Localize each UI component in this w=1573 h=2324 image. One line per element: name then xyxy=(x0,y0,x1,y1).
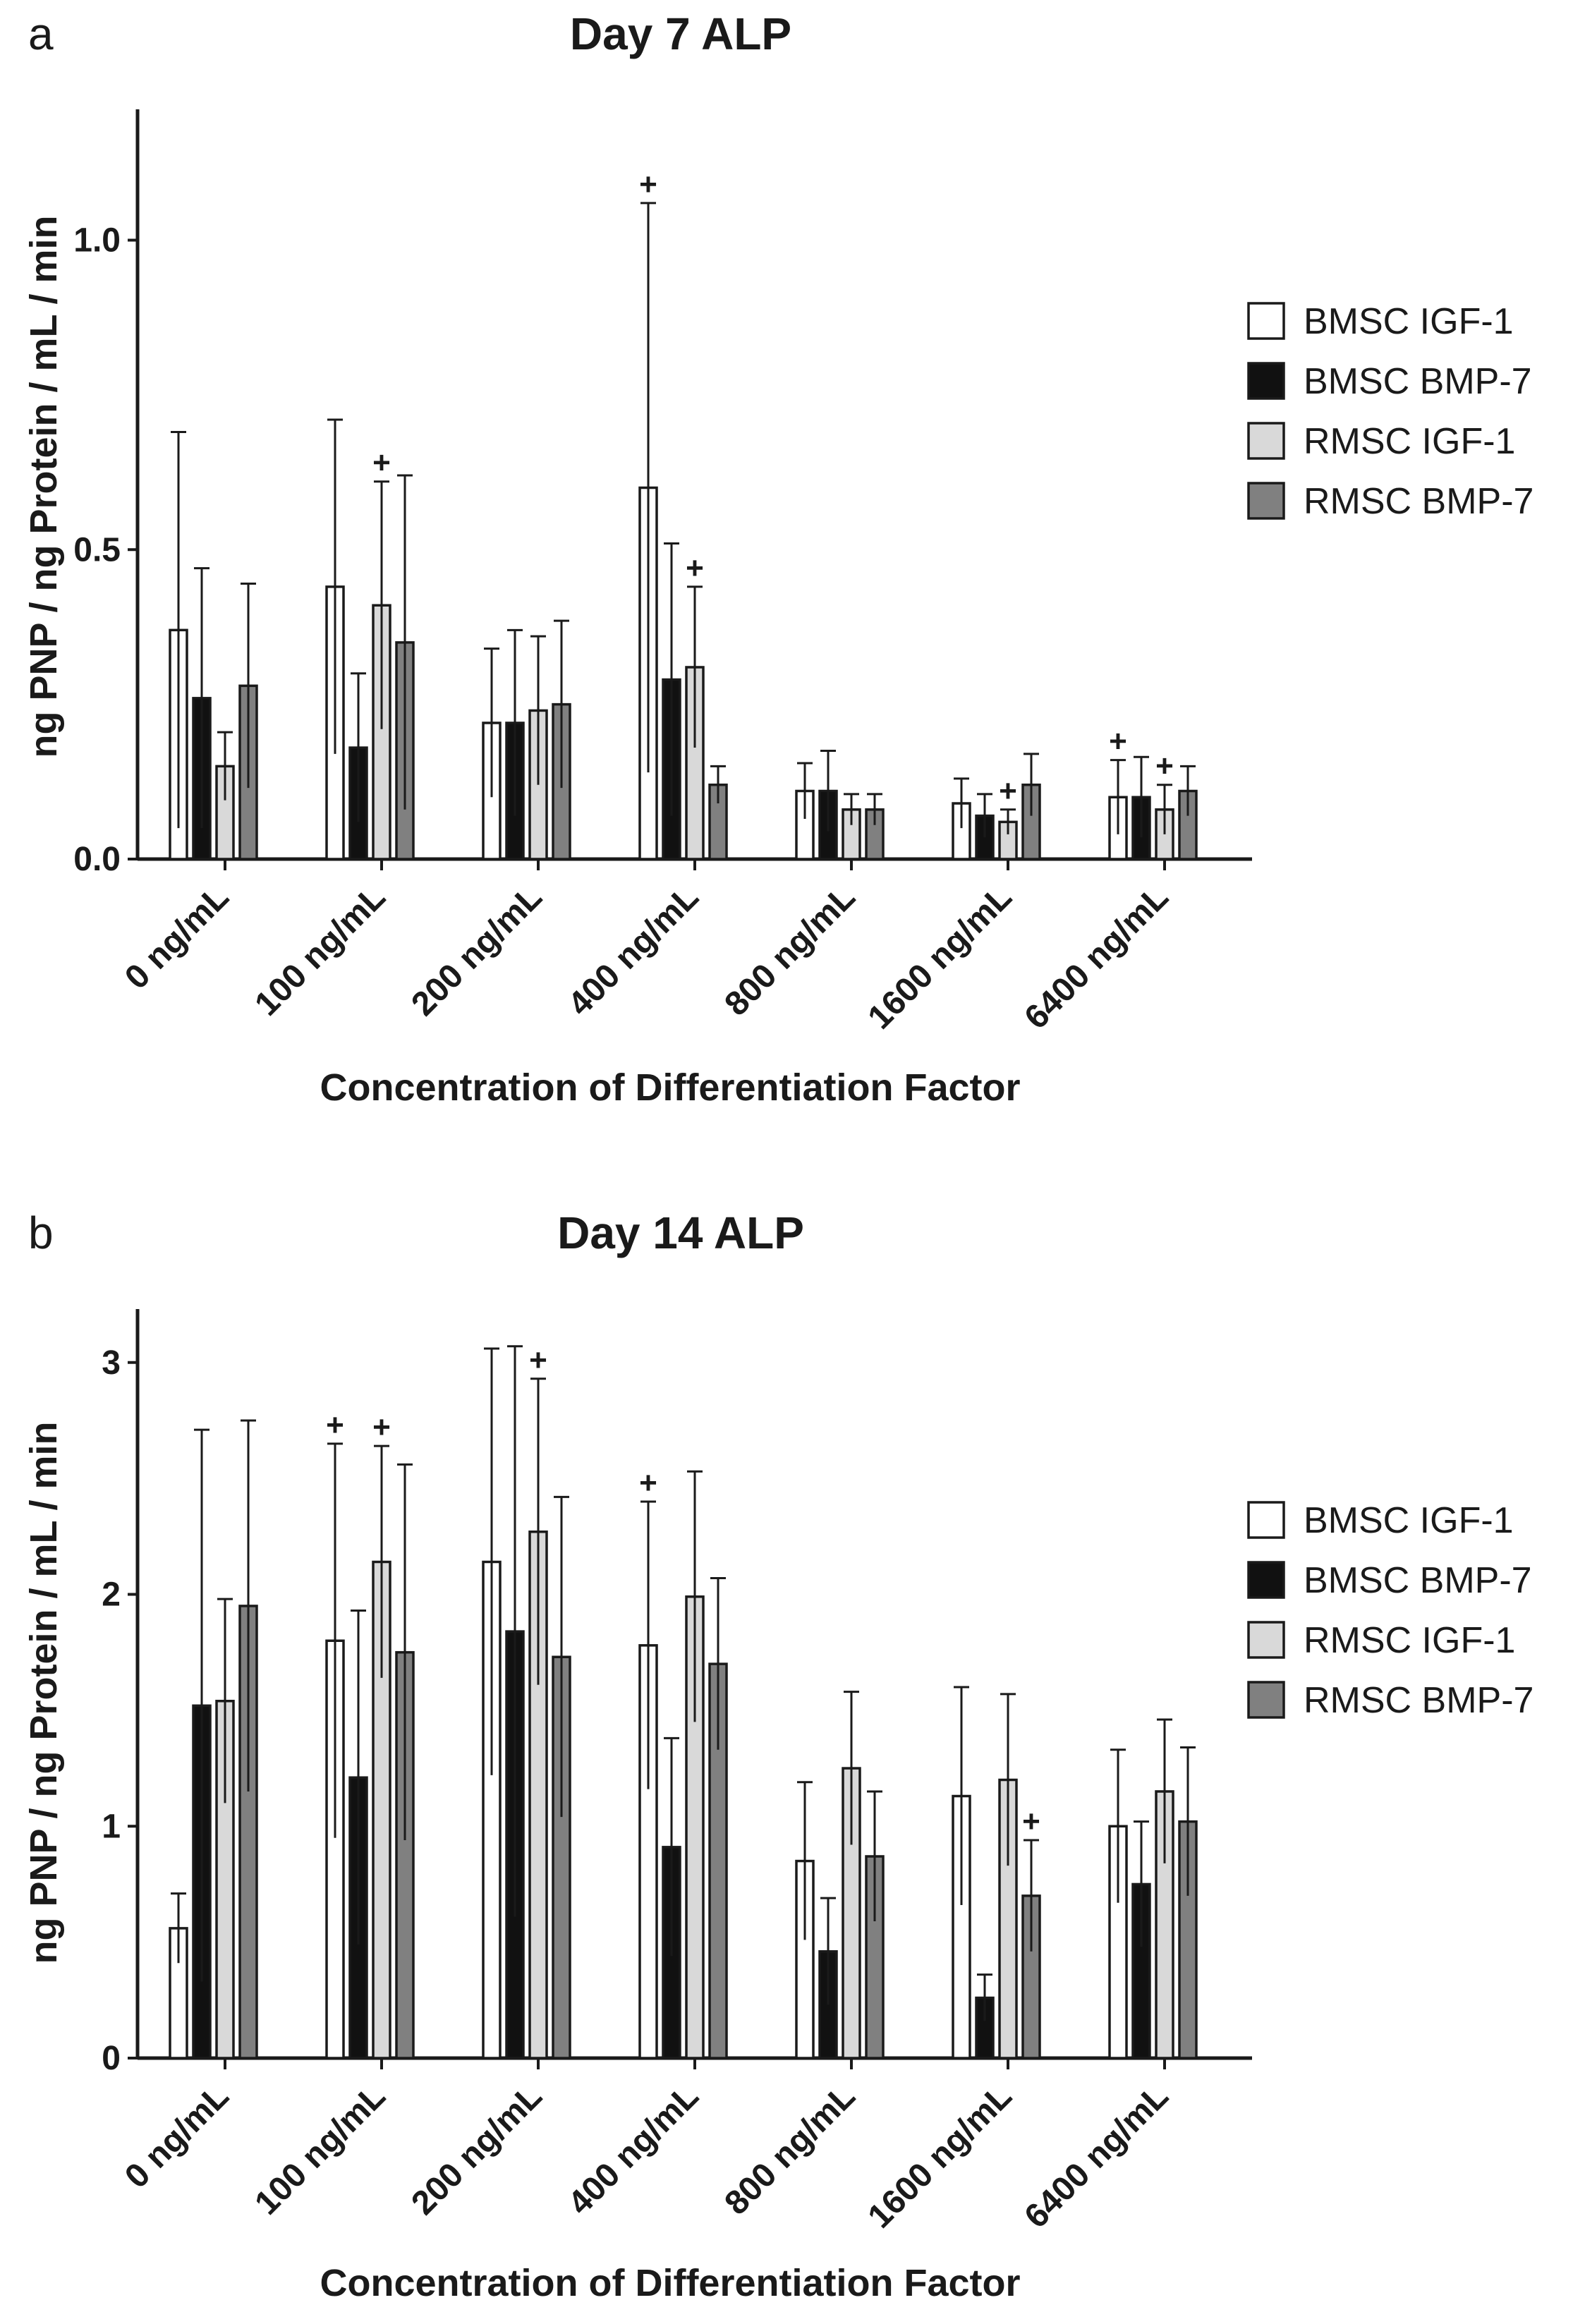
bar-rmsc-bmp-7-400-ng-ml xyxy=(708,783,728,860)
bar-rmsc-igf-1-400-ng-ml xyxy=(685,1595,705,2060)
x-tick-label-1600-ng-ml: 1600 ng/mL xyxy=(861,878,1019,1036)
x-axis-title: Concentration of Differentiation Factor xyxy=(320,1066,1020,1109)
x-tick-label-200-ng-ml: 200 ng/mL xyxy=(404,2077,549,2222)
y-tick-label: 3 xyxy=(102,1344,121,1382)
x-tick-label-6400-ng-ml: 6400 ng/mL xyxy=(1018,878,1176,1036)
chart-title: Day 14 ALP xyxy=(557,1207,804,1258)
significance-mark-bmsc-igf-1-6400-ng-ml: + xyxy=(1109,724,1127,759)
legend-label-bmsc-igf1: BMSC IGF-1 xyxy=(1304,1500,1514,1541)
x-tick-label-0-ng-ml: 0 ng/mL xyxy=(118,2077,236,2196)
y-axis-title: ng PNP / ng Protein / mL / min xyxy=(23,215,65,758)
chart-panel-b: b Day 14 ALP ng PNP / ng Protein / mL / … xyxy=(23,1207,1533,2304)
y-axis-title: ng PNP / ng Protein / mL / min xyxy=(23,1421,65,1964)
significance-mark-rmsc-igf-1-100-ng-ml: + xyxy=(372,446,391,480)
x-axis-title: Concentration of Differentiation Factor xyxy=(320,2262,1020,2304)
x-tick-label-400-ng-ml: 400 ng/mL xyxy=(561,878,705,1023)
x-tick-label-100-ng-ml: 100 ng/mL xyxy=(248,2077,392,2222)
x-tick-label-100-ng-ml: 100 ng/mL xyxy=(248,878,392,1023)
significance-mark-bmsc-igf-1-100-ng-ml: + xyxy=(326,1408,344,1442)
legend-swatch-rmsc-igf1 xyxy=(1247,1621,1285,1659)
x-tick-label-800-ng-ml: 800 ng/mL xyxy=(717,2077,862,2222)
legend: BMSC IGF-1 BMSC BMP-7 RMSC IGF-1 RMSC BM… xyxy=(1247,301,1533,522)
significance-mark-rmsc-igf-1-6400-ng-ml: + xyxy=(1155,749,1174,784)
panel-letter-a: a xyxy=(28,8,54,59)
bar-bmsc-igf-1-1600-ng-ml xyxy=(952,802,971,860)
legend-label-bmsc-bmp7: BMSC BMP-7 xyxy=(1304,1560,1532,1601)
bar-rmsc-bmp-7-1600-ng-ml xyxy=(1021,783,1041,860)
chart-panel-a: a Day 7 ALP ng PNP / ng Protein / mL / m… xyxy=(23,8,1533,1109)
legend-label-bmsc-igf1: BMSC IGF-1 xyxy=(1304,301,1514,342)
legend-swatch-rmsc-bmp7 xyxy=(1247,482,1285,520)
significance-mark-bmsc-igf-1-400-ng-ml: + xyxy=(639,1466,657,1500)
plot-area: 0 1 2 3 0 ng/mL 100 ng/mL + +200 ng/mL +400 ng/m… xyxy=(102,1309,1252,2236)
x-tick-label-800-ng-ml: 800 ng/mL xyxy=(717,878,862,1023)
legend-swatch-bmsc-igf1 xyxy=(1247,1501,1285,1539)
legend-swatch-bmsc-igf1 xyxy=(1247,302,1285,340)
significance-mark-rmsc-igf-1-200-ng-ml: + xyxy=(529,1343,547,1377)
x-tick-label-6400-ng-ml: 6400 ng/mL xyxy=(1018,2077,1176,2235)
panel-letter-b: b xyxy=(28,1207,54,1258)
significance-mark-rmsc-igf-1-100-ng-ml: + xyxy=(372,1410,391,1444)
y-tick-label: 0.5 xyxy=(73,531,121,568)
legend-label-rmsc-igf1: RMSC IGF-1 xyxy=(1304,1620,1515,1661)
legend-swatch-bmsc-bmp7 xyxy=(1247,1561,1285,1599)
significance-mark-rmsc-bmp-7-1600-ng-ml: + xyxy=(1022,1804,1040,1839)
bar-rmsc-igf-1-0-ng-ml xyxy=(215,765,235,860)
y-tick-label: 0.0 xyxy=(73,841,121,878)
legend-label-rmsc-bmp7: RMSC BMP-7 xyxy=(1304,481,1533,522)
legend-label-rmsc-igf1: RMSC IGF-1 xyxy=(1304,421,1515,462)
legend-swatch-bmsc-bmp7 xyxy=(1247,362,1285,400)
plot-area: 0.0 0.5 1.0 0 ng/mL 100 ng/mL +200 ng/mL 400 n… xyxy=(73,109,1252,1037)
x-tick-label-0-ng-ml: 0 ng/mL xyxy=(118,878,236,997)
legend-label-bmsc-bmp7: BMSC BMP-7 xyxy=(1304,361,1532,402)
significance-mark-rmsc-igf-1-1600-ng-ml: + xyxy=(999,774,1017,808)
legend-label-rmsc-bmp7: RMSC BMP-7 xyxy=(1304,1680,1533,1721)
y-tick-label: 1 xyxy=(102,1808,121,1845)
x-tick-label-400-ng-ml: 400 ng/mL xyxy=(561,2077,705,2222)
significance-mark-bmsc-igf-1-400-ng-ml: + xyxy=(639,167,657,202)
significance-mark-rmsc-igf-1-400-ng-ml: + xyxy=(686,551,704,585)
y-tick-label: 1.0 xyxy=(73,222,121,260)
chart-title: Day 7 ALP xyxy=(570,8,791,59)
legend: BMSC IGF-1 BMSC BMP-7 RMSC IGF-1 RMSC BM… xyxy=(1247,1500,1533,1721)
legend-swatch-rmsc-bmp7 xyxy=(1247,1681,1285,1719)
y-tick-label: 2 xyxy=(102,1576,121,1614)
legend-swatch-rmsc-igf1 xyxy=(1247,422,1285,460)
x-tick-label-200-ng-ml: 200 ng/mL xyxy=(404,878,549,1023)
y-tick-label: 0 xyxy=(102,2040,121,2077)
x-tick-label-1600-ng-ml: 1600 ng/mL xyxy=(861,2077,1019,2235)
